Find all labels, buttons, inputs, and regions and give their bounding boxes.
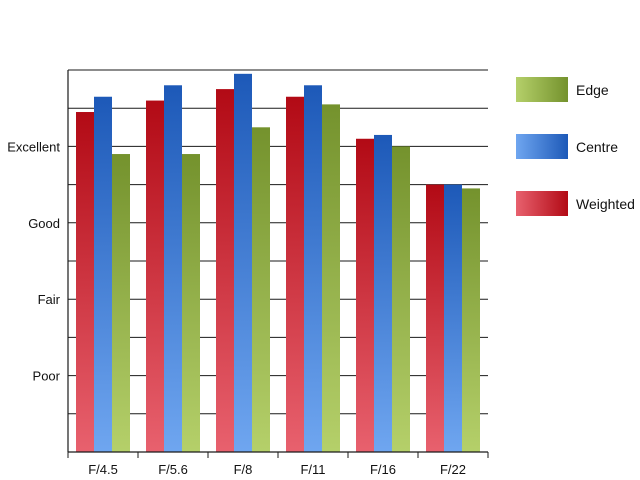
x-tick-label-f-22: F/22 xyxy=(440,462,466,477)
bar-weighted-f-22 xyxy=(426,184,444,452)
bar-edge-f-4-5 xyxy=(112,154,130,453)
bar-weighted-f-16 xyxy=(356,138,374,452)
gridlines xyxy=(68,69,488,415)
bar-weighted-f-5-6 xyxy=(146,100,164,452)
bar-centre-f-16 xyxy=(374,134,392,452)
y-tick-label-good: Good xyxy=(28,216,60,231)
bar-edge-f-8 xyxy=(252,127,270,453)
bar-edge-f-11 xyxy=(322,104,340,452)
bar-centre-f-8 xyxy=(234,73,252,452)
x-tick-label-f-8: F/8 xyxy=(234,462,253,477)
bar-edge-f-5-6 xyxy=(182,154,200,453)
bar-weighted-f-8 xyxy=(216,89,234,452)
legend-swatch-weighted xyxy=(516,191,568,216)
axes xyxy=(67,70,489,458)
x-tick-label-f-4-5: F/4.5 xyxy=(88,462,118,477)
x-tick-label-f-11: F/11 xyxy=(300,462,325,477)
legend-swatch-centre xyxy=(516,134,568,159)
bar-centre-f-11 xyxy=(304,85,322,452)
legend-item-centre: Centre xyxy=(516,134,618,159)
legend-label-edge: Edge xyxy=(576,82,609,98)
y-tick-label-fair: Fair xyxy=(38,292,61,307)
bar-edge-f-22 xyxy=(462,188,480,453)
y-tick-label-poor: Poor xyxy=(33,369,61,384)
legend-item-edge: Edge xyxy=(516,77,609,102)
y-axis-labels: Poor Fair Good Excellent xyxy=(7,139,60,383)
legend: Edge Centre Weighted xyxy=(516,77,635,216)
bar-weighted-f-11 xyxy=(286,96,304,453)
legend-label-weighted: Weighted xyxy=(576,196,635,212)
y-tick-label-excellent: Excellent xyxy=(7,139,60,154)
bar-centre-f-4-5 xyxy=(94,96,112,453)
x-tick-label-f-16: F/16 xyxy=(370,462,396,477)
legend-swatch-edge xyxy=(516,77,568,102)
bars xyxy=(76,73,480,453)
x-tick-label-f-5-6: F/5.6 xyxy=(158,462,188,477)
legend-label-centre: Centre xyxy=(576,139,618,155)
x-axis-labels: F/4.5 F/5.6 F/8 F/11 F/16 F/22 xyxy=(88,462,466,477)
legend-item-weighted: Weighted xyxy=(516,191,635,216)
bar-weighted-f-4-5 xyxy=(76,112,94,453)
bar-centre-f-22 xyxy=(444,184,462,452)
bar-edge-f-16 xyxy=(392,146,410,452)
bar-centre-f-5-6 xyxy=(164,85,182,452)
